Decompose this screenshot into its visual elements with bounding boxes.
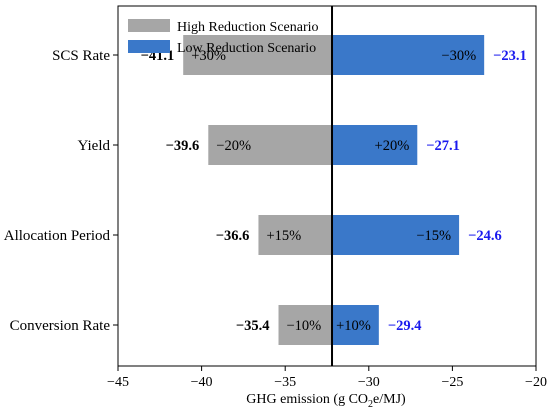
x-tick-label: −30 — [358, 375, 380, 390]
bar-change-label: +20% — [375, 138, 410, 154]
category-label: Allocation Period — [4, 228, 111, 244]
legend-swatch-low — [128, 40, 170, 53]
category-label: Yield — [78, 138, 111, 154]
x-tick-label: −40 — [191, 375, 213, 390]
legend-swatch-high — [128, 19, 170, 32]
bar-high-reduction — [208, 125, 333, 165]
bar-high-reduction — [183, 35, 333, 75]
bar-change-label: −30% — [441, 48, 476, 64]
x-tick-label: −20 — [525, 375, 547, 390]
bar-low-reduction — [332, 215, 460, 255]
bar-change-label: −20% — [216, 138, 251, 154]
bar-change-label: +10% — [336, 318, 371, 334]
x-axis-title: GHG emission (g CO2e/MJ) — [246, 392, 406, 410]
bar-low-reduction — [332, 125, 418, 165]
bar-value-label: −35.4 — [236, 318, 270, 334]
bar-change-label: +30% — [191, 48, 226, 64]
bar-change-label: −10% — [287, 318, 322, 334]
bar-high-reduction — [258, 215, 333, 255]
category-label: SCS Rate — [52, 48, 110, 64]
bar-low-reduction — [332, 305, 379, 345]
bar-change-label: −15% — [416, 228, 451, 244]
bar-high-reduction — [278, 305, 333, 345]
plot-frame — [117, 5, 537, 367]
legend: High Reduction Scenario Low Reduction Sc… — [128, 19, 319, 56]
legend-label-low: Low Reduction Scenario — [177, 41, 316, 56]
x-tick-label: −35 — [274, 375, 296, 390]
bar-value-label: −39.6 — [166, 138, 200, 154]
bar-value-label: −36.6 — [216, 228, 250, 244]
bar-value-label: −29.4 — [388, 318, 422, 334]
category-label: Conversion Rate — [10, 318, 111, 334]
x-tick-label: −25 — [441, 375, 463, 390]
bar-value-label: −27.1 — [426, 138, 460, 154]
bar-value-label: −24.6 — [468, 228, 502, 244]
bar-change-label: +15% — [266, 228, 301, 244]
legend-label-high: High Reduction Scenario — [177, 20, 319, 35]
bar-value-label: −23.1 — [493, 48, 527, 64]
x-tick-label: −45 — [107, 375, 129, 390]
bar-low-reduction — [332, 35, 485, 75]
